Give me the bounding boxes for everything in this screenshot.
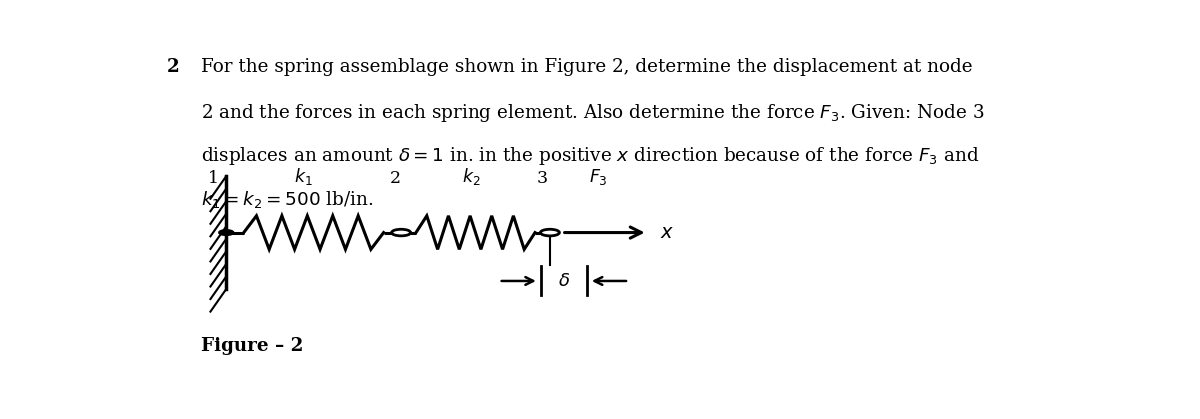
Text: 1: 1 bbox=[208, 171, 218, 187]
Circle shape bbox=[540, 229, 559, 236]
Text: $k_1$: $k_1$ bbox=[294, 166, 313, 187]
Text: $F_3$: $F_3$ bbox=[589, 168, 607, 187]
Text: $x$: $x$ bbox=[660, 224, 674, 242]
Text: $k_2$: $k_2$ bbox=[462, 166, 480, 187]
Text: displaces an amount $\delta = 1$ in. in the positive $x$ direction because of th: displaces an amount $\delta = 1$ in. in … bbox=[202, 145, 979, 168]
Text: $k_1 = k_2 = 500$ lb/in.: $k_1 = k_2 = 500$ lb/in. bbox=[202, 189, 373, 210]
Text: 2: 2 bbox=[167, 58, 180, 76]
Text: Figure – 2: Figure – 2 bbox=[202, 337, 304, 355]
Text: 3: 3 bbox=[536, 171, 548, 187]
Text: $\delta$: $\delta$ bbox=[558, 272, 570, 290]
Text: 2: 2 bbox=[390, 171, 401, 187]
Circle shape bbox=[391, 229, 410, 236]
Text: 2 and the forces in each spring element. Also determine the force $F_3$. Given: : 2 and the forces in each spring element.… bbox=[202, 102, 985, 124]
Text: For the spring assemblage shown in Figure 2, determine the displacement at node: For the spring assemblage shown in Figur… bbox=[202, 58, 973, 76]
Circle shape bbox=[220, 230, 233, 235]
